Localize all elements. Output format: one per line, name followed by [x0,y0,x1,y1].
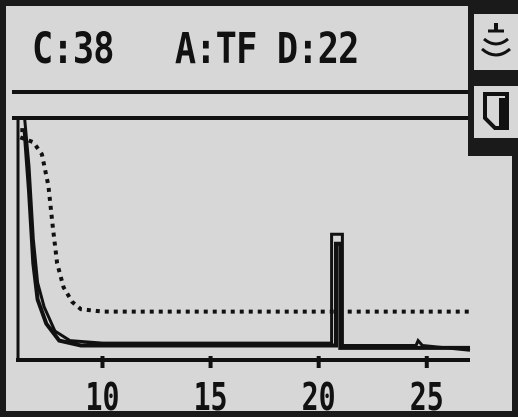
readout-header: C:38 A:TF D:22 [32,24,359,74]
trace-solid-secondary [20,116,471,352]
header-divider-top [12,90,468,94]
x-tick-label: 25 [410,375,444,417]
trace-solid [20,128,470,350]
page-button[interactable] [474,86,518,138]
header-divider-bottom [12,116,468,120]
x-tick-label: 10 [85,375,119,417]
wave-signal-icon [481,23,511,57]
x-tick-label: 20 [302,375,336,417]
wave-signal-button[interactable] [474,14,518,70]
page-icon [483,92,509,130]
x-tick-label: 15 [194,375,228,417]
trace-dotted [19,135,470,314]
